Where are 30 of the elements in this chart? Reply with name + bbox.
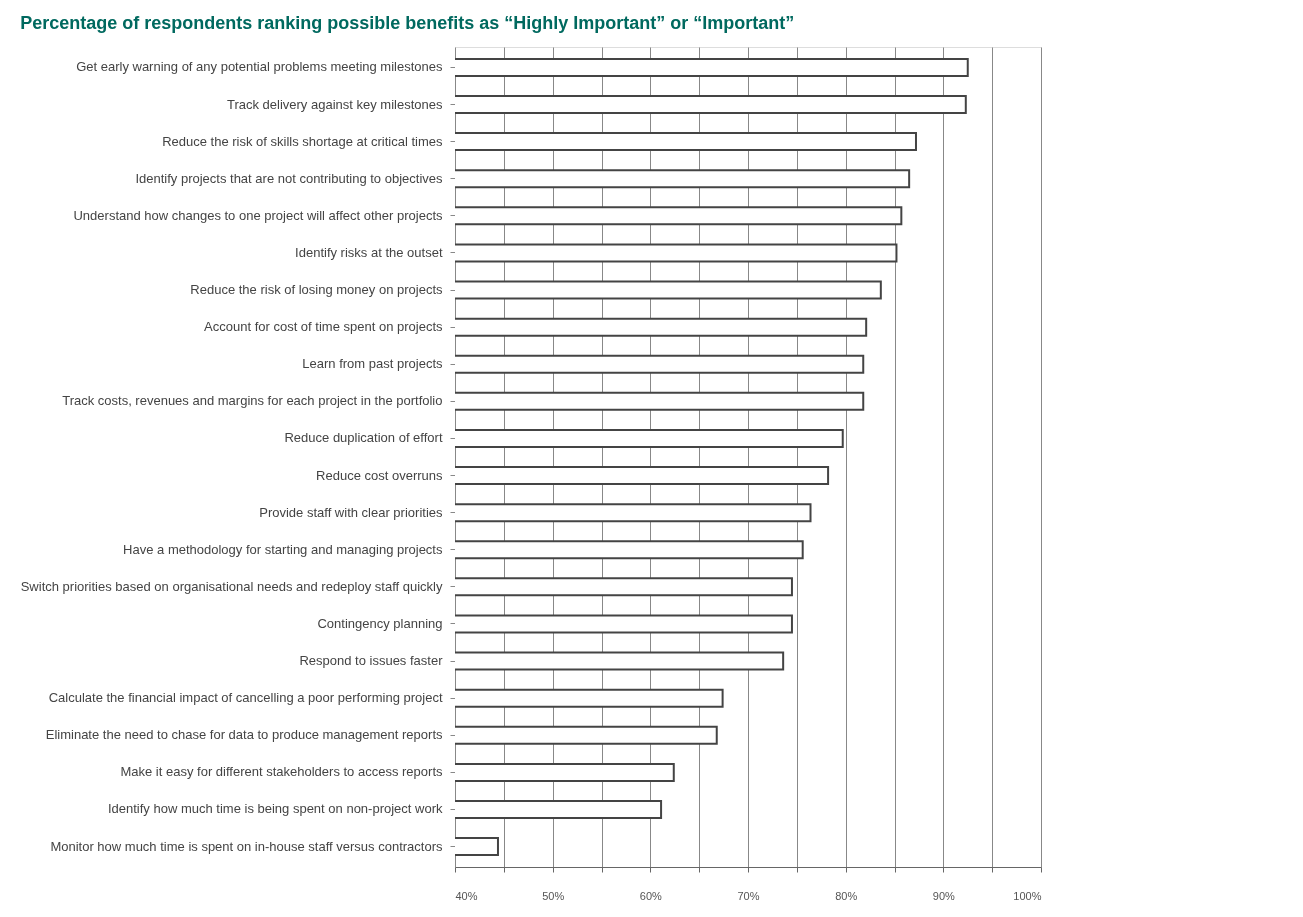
y-tick-label: Reduce duplication of effort [284, 430, 443, 446]
x-tick-label: 60% [639, 889, 663, 902]
y-tick-label: Switch priorities based on organisational needs and redeploy staff quickly [20, 578, 443, 594]
y-tick-label: Identify projects that are not contributing to objectives [135, 170, 443, 186]
y-tick-label: Eliminate the need to chase for data to produce management reports [45, 727, 443, 743]
y-tick-label: Contingency planning [317, 615, 443, 631]
x-tick-label: 90% [932, 889, 956, 902]
y-tick-label: Track costs, revenues and margins for each project in the portfolio [62, 393, 443, 409]
y-tick-label: Reduce cost overruns [316, 467, 443, 483]
y-tick-label: Make it easy for different stakeholders to access reports [120, 764, 443, 780]
y-tick-label: Account for cost of time spent on projects [204, 319, 443, 335]
chart-title: Percentage of respondents ranking possible benefits as “Highly Important” or “Important” [20, 13, 795, 33]
x-tick-label: 70% [737, 889, 760, 902]
y-tick-label: Learn from past projects [302, 356, 443, 372]
y-tick-label: Understand how changes to one project will affect other projects [73, 207, 443, 223]
x-tick-label: 40% [455, 889, 478, 902]
x-tick-label: 80% [835, 889, 858, 902]
y-tick-label: Respond to issues faster [299, 653, 444, 669]
y-tick-label: Identify how much time is being spent on non-project work [107, 801, 443, 817]
y-tick-label: Reduce the risk of losing money on projects [190, 282, 443, 298]
y-tick-label: Identify risks at the outset [295, 244, 443, 260]
y-tick-label: Reduce the risk of skills shortage at critical times [162, 133, 443, 149]
y-tick-label: Track delivery against key milestones [226, 96, 443, 112]
x-tick-label: 50% [542, 889, 565, 902]
x-tick-label: 100% [1013, 889, 1042, 902]
y-tick-label: Get early warning of any potential problems meeting milestones [76, 59, 443, 75]
y-tick-label: Provide staff with clear priorities [259, 504, 443, 520]
y-tick-label: Monitor how much time is spent on in-house staff versus contractors [50, 838, 443, 854]
y-tick-label: Have a methodology for starting and managing projects [123, 541, 443, 557]
y-tick-label: Calculate the financial impact of cancelling a poor performing project [48, 690, 443, 706]
